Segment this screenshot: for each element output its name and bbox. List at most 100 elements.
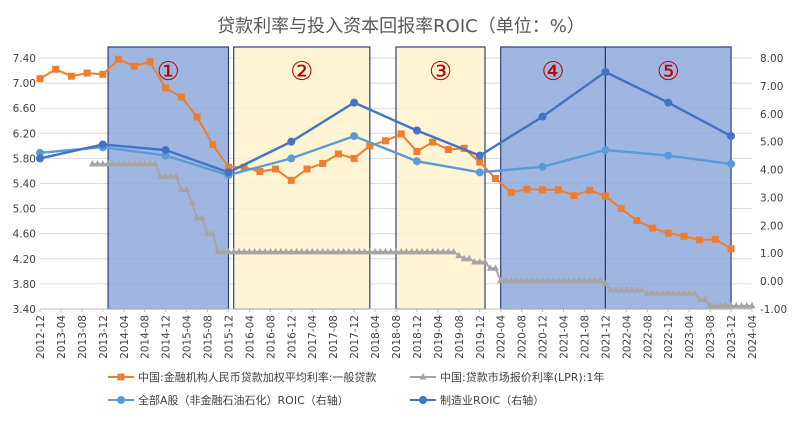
- data-point-triangle: [669, 289, 677, 296]
- y-right-tick-label: -1.00: [760, 304, 787, 316]
- data-point-circle: [350, 98, 359, 107]
- y-right-tick-label: 2.00: [760, 220, 783, 232]
- data-point-triangle: [743, 301, 751, 309]
- data-point-triangle: [366, 247, 374, 255]
- data-point-triangle: [444, 247, 452, 255]
- x-tick-label: 2014-08: [140, 315, 152, 359]
- y-left-tick-label: 3.80: [13, 279, 36, 291]
- data-point-circle: [475, 151, 484, 160]
- data-point-triangle: [261, 247, 269, 255]
- x-tick-label: 2020-08: [517, 315, 529, 359]
- data-point-square: [444, 146, 452, 154]
- data-point-triangle: [434, 247, 442, 255]
- y-left-tick-label: 6.20: [13, 128, 36, 140]
- x-tick-label: 2023-12: [726, 315, 738, 359]
- data-point-square: [539, 186, 547, 194]
- data-point-circle: [36, 148, 44, 157]
- data-point-triangle: [675, 289, 683, 296]
- y-right-tick-label: 8.00: [760, 53, 783, 65]
- data-point-square: [67, 72, 75, 80]
- data-point-triangle: [382, 247, 390, 255]
- x-tick-label: 2021-08: [579, 315, 591, 359]
- data-point-triangle: [617, 286, 625, 293]
- x-tick-label: 2016-12: [286, 315, 298, 359]
- data-point-triangle: [486, 264, 494, 271]
- data-point-square: [601, 192, 609, 200]
- y-right-tick-label: 5.00: [760, 137, 783, 149]
- data-point-square: [224, 163, 232, 171]
- data-point-square: [711, 235, 719, 243]
- data-point-triangle: [151, 160, 159, 167]
- data-point-triangle: [565, 276, 573, 284]
- data-point-triangle: [99, 160, 107, 167]
- data-point-triangle: [628, 286, 636, 293]
- data-point-square: [523, 185, 531, 193]
- data-point-square: [633, 217, 641, 225]
- x-tick-label: 2014-04: [119, 315, 131, 359]
- data-point-square: [617, 205, 625, 213]
- data-point-circle: [601, 146, 610, 155]
- data-point-triangle: [575, 276, 583, 284]
- region-label: ③: [429, 57, 452, 87]
- data-point-square: [397, 130, 405, 138]
- data-point-square: [146, 58, 154, 66]
- data-point-circle: [161, 151, 170, 160]
- data-point-square: [429, 138, 437, 146]
- shaded-region: [604, 46, 732, 310]
- series-line: [39, 70, 732, 174]
- legend-label: 制造业ROIC（右轴）: [440, 393, 544, 407]
- data-point-triangle: [204, 229, 212, 237]
- data-point-triangle: [376, 247, 384, 255]
- data-point-triangle: [141, 160, 149, 167]
- y-right-tick-label: 7.00: [760, 81, 783, 93]
- data-point-triangle: [586, 276, 594, 284]
- data-point-square: [366, 142, 374, 150]
- data-point-circle: [664, 151, 673, 160]
- data-point-triangle: [649, 289, 657, 296]
- data-point-triangle: [177, 185, 185, 193]
- x-tick-label: 2021-04: [559, 315, 571, 359]
- data-point-circle: [664, 98, 673, 107]
- region-labels: ① ② ③ ④ ⑤: [157, 57, 680, 87]
- series-line: [39, 134, 732, 177]
- data-point-square: [287, 176, 295, 184]
- data-point-triangle: [198, 214, 206, 221]
- y-left-tick-label: 6.60: [13, 103, 36, 115]
- data-point-square: [334, 150, 342, 158]
- data-point-triangle: [711, 301, 719, 309]
- data-point-triangle: [350, 247, 358, 255]
- x-tick-label: 2017-12: [349, 315, 361, 359]
- data-point-triangle: [219, 247, 227, 255]
- data-point-triangle: [601, 279, 609, 287]
- x-tick-label: 2017-08: [328, 315, 340, 359]
- data-point-triangle: [272, 247, 280, 255]
- data-point-square: [240, 163, 248, 171]
- x-tick-label: 2014-12: [161, 315, 173, 359]
- data-point-triangle: [419, 373, 427, 380]
- data-point-triangle: [256, 247, 264, 255]
- data-point-triangle: [533, 276, 541, 284]
- legend-label: 全部A股（非金融石油石化）ROIC（右轴）: [138, 393, 349, 407]
- data-point-triangle: [465, 254, 473, 262]
- data-point-triangle: [313, 247, 321, 255]
- x-tick-label: 2022-04: [621, 315, 633, 359]
- x-tick-label: 2018-08: [391, 315, 403, 359]
- x-tick-label: 2016-04: [244, 315, 256, 359]
- data-point-triangle: [172, 172, 180, 180]
- data-point-square: [117, 373, 125, 381]
- data-point-triangle: [502, 276, 510, 284]
- y-left-tick-label: 5.80: [13, 153, 36, 165]
- data-point-triangle: [607, 286, 615, 293]
- data-point-triangle: [355, 247, 363, 255]
- data-point-square: [727, 245, 735, 253]
- data-point-square: [491, 174, 499, 182]
- x-tick-label: 2019-04: [433, 315, 445, 359]
- data-point-triangle: [319, 247, 327, 255]
- data-point-triangle: [638, 286, 646, 293]
- data-point-triangle: [560, 276, 568, 284]
- data-point-triangle: [455, 251, 463, 259]
- data-point-triangle: [664, 289, 672, 296]
- data-point-triangle: [266, 247, 274, 255]
- data-point-triangle: [387, 247, 395, 255]
